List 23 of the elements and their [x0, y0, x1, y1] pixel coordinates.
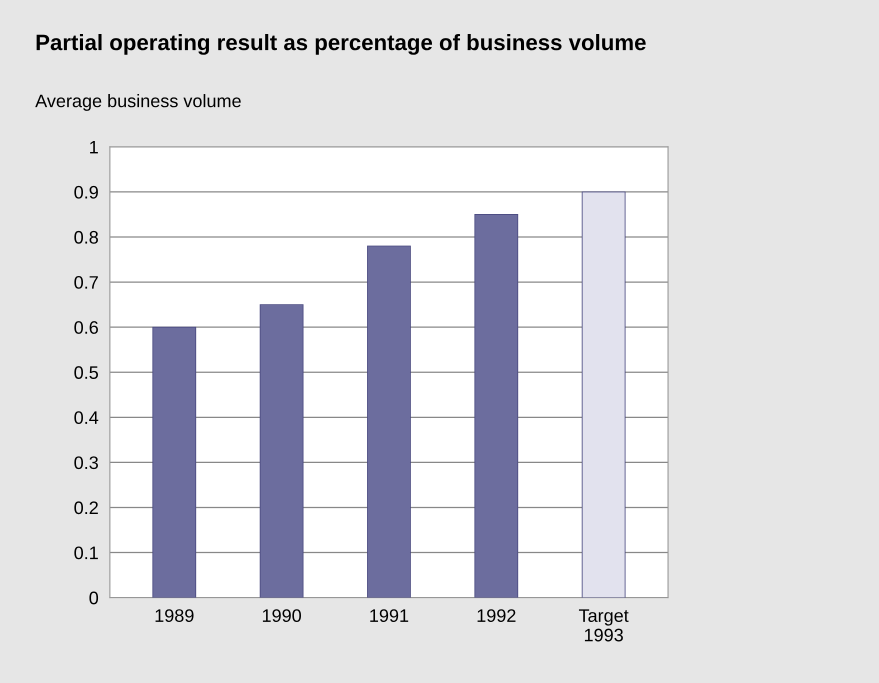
x-tick-label: 1989 [156, 609, 194, 622]
y-tick-label: 0.3 [74, 456, 98, 470]
chart-title: Partial operating result as percentage of business volume [36, 34, 646, 55]
x-tick-label: 1991 [370, 609, 408, 622]
x-tick-label: Target 1993 [578, 609, 629, 642]
y-tick-label: 0.2 [74, 501, 98, 514]
bar [260, 304, 304, 598]
bar [582, 192, 626, 598]
y-tick-label: 1 [90, 140, 98, 154]
y-tick-label: 0.1 [74, 546, 98, 560]
y-tick-label: 0.8 [74, 230, 98, 244]
x-tick-label: 1992 [478, 609, 516, 622]
bar [367, 246, 411, 598]
chart-subtitle: Average business volume [35, 94, 241, 111]
y-tick-label: 0.6 [74, 321, 98, 334]
y-tick-label: 0.5 [74, 366, 98, 379]
bar [474, 214, 518, 598]
y-tick-label: 0.7 [74, 276, 98, 289]
x-tick-label: 1990 [262, 609, 301, 622]
bar [152, 326, 196, 598]
y-tick-label: 0.9 [74, 186, 98, 199]
y-tick-label: 0.4 [74, 411, 98, 424]
y-tick-label: 0 [89, 592, 98, 604]
